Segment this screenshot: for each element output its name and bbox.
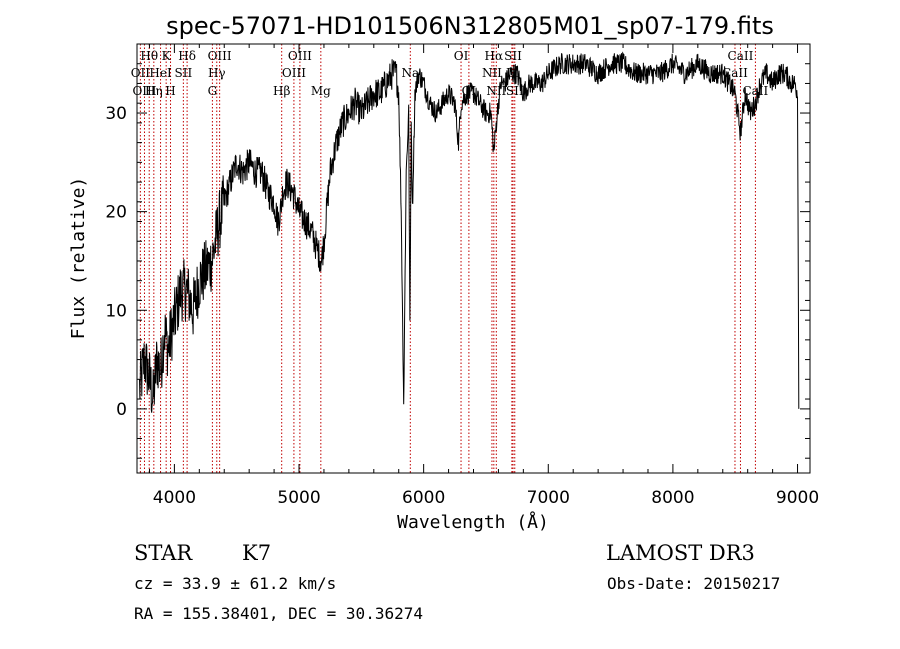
spectral-line-label: OIII [288,49,312,63]
spectral-line-label: Hβ [273,84,290,98]
x-tick-label: 6000 [402,488,445,508]
spectral-line-label: OIII [208,49,232,63]
x-tick-label: 9000 [776,488,819,508]
spectral-line-label: Hη [145,84,163,98]
object-class: STAR [134,541,193,565]
spectral-line-label: OIII [132,84,156,98]
spectral-line-label: SII [504,49,522,63]
spectral-line-label: Mg [311,84,331,98]
spectral-line-label: Hδ [178,49,196,63]
spectral-line-label: NII [482,66,502,80]
x-axis-ticks: 4000 5000 6000 7000 8000 9000 [148,44,819,508]
sky-coordinates: RA = 155.38401, DEC = 30.36274 [134,604,423,623]
spectral-line-label: OI [454,49,469,63]
survey-name: LAMOST DR3 [606,541,755,565]
x-tick-label: 7000 [527,488,570,508]
spectral-line-label: HeI [149,66,172,80]
x-tick-label: 5000 [277,488,320,508]
chart-title: spec-57071-HD101506N312805M01_sp07-179.f… [166,12,774,40]
x-tick-label: 8000 [651,488,694,508]
spectral-line-label: Hα [485,49,504,63]
y-axis-ticks: 0 10 20 30 [105,63,810,459]
y-axis-label: Flux (relative) [68,177,89,340]
spectral-line-label: NII [486,84,506,98]
redshift-velocity: cz = 33.9 ± 61.2 km/s [134,574,336,593]
spectrum-series-line [139,51,800,413]
plot-frame [136,43,811,474]
spectral-line-label: OII [131,66,151,80]
y-tick-label: 0 [116,400,127,420]
spectral-line-label: G [208,84,218,98]
spectral-line-label: Hθ [140,49,158,63]
object-subclass: K7 [242,541,271,565]
y-tick-label: 30 [105,104,127,124]
y-tick-label: 20 [105,203,127,223]
spectral-line-label: OIII [282,66,306,80]
spectral-line-label: SII [175,66,193,80]
spectral-line-label: K [162,49,172,63]
spectral-line-label: H [165,84,175,98]
x-axis-label: Wavelength (Å) [397,511,549,533]
spectral-line-markers [139,44,756,473]
x-tick-label: 4000 [153,488,196,508]
spectral-line-label: Na [401,66,419,80]
spectral-line-label: SII [506,84,524,98]
spectral-line-label: CaII [742,84,768,98]
y-tick-label: 10 [105,301,127,321]
spectral-line-label: CaII [728,49,754,63]
observation-date: Obs-Date: 20150217 [607,574,780,593]
spectral-line-label: Hγ [208,66,226,80]
